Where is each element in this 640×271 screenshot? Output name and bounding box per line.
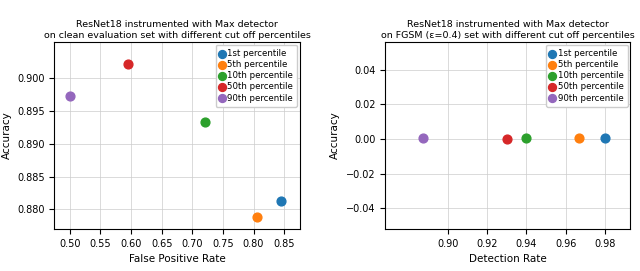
Legend: 1st percentile, 5th percentile, 10th percentile, 50th percentile, 90th percentil: 1st percentile, 5th percentile, 10th per… [216,45,297,107]
5th percentile [252,214,262,219]
50th percentile [502,137,512,141]
5th percentile [574,136,584,140]
10th percentile [522,136,532,140]
X-axis label: Detection Rate: Detection Rate [469,254,547,264]
90th percentile [65,94,75,99]
Y-axis label: Accuracy: Accuracy [1,112,12,159]
X-axis label: False Positive Rate: False Positive Rate [129,254,225,264]
Title: ResNet18 instrumented with Max detector
on clean evaluation set with different c: ResNet18 instrumented with Max detector … [44,20,310,40]
10th percentile [200,120,210,124]
Title: ResNet18 instrumented with Max detector
on FGSM (ε=0.4) set with different cut o: ResNet18 instrumented with Max detector … [381,20,635,40]
Legend: 1st percentile, 5th percentile, 10th percentile, 50th percentile, 90th percentil: 1st percentile, 5th percentile, 10th per… [547,45,628,107]
1st percentile [600,136,610,140]
50th percentile [123,62,133,66]
Y-axis label: Accuracy: Accuracy [330,112,340,159]
90th percentile [417,136,428,140]
1st percentile [276,199,286,204]
